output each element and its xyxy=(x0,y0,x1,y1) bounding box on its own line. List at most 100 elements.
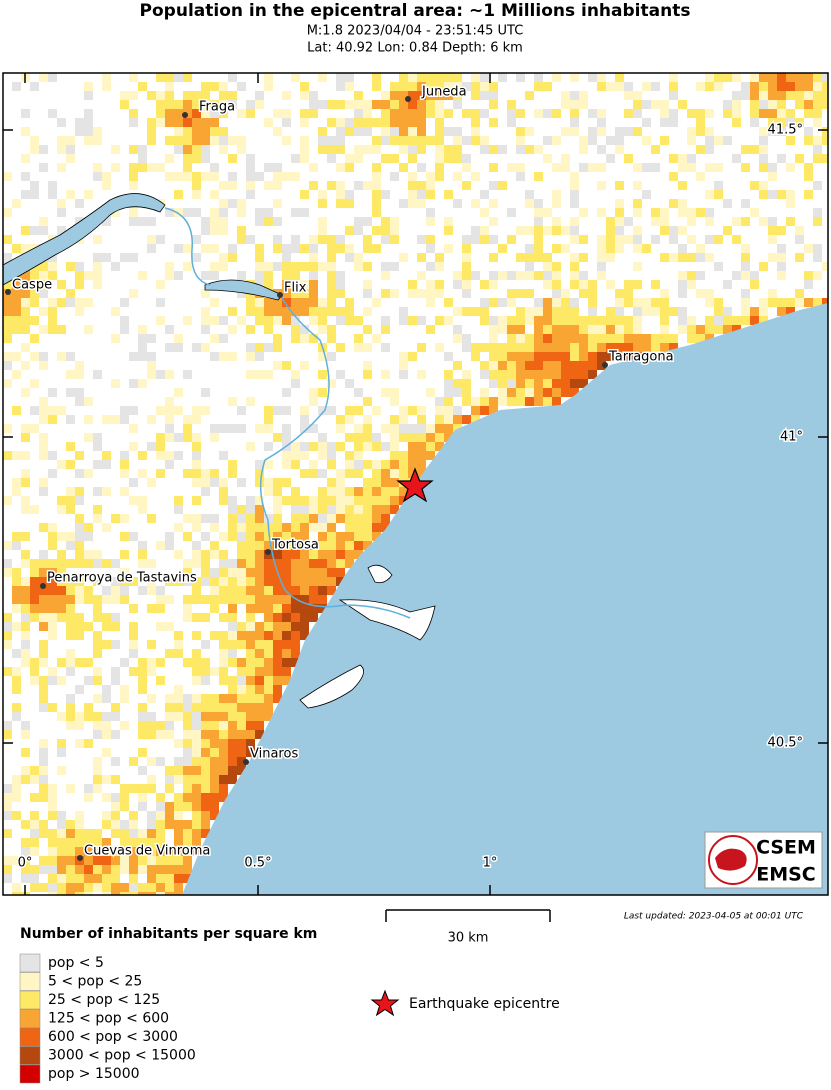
population-cell xyxy=(543,298,552,307)
population-cell xyxy=(273,127,282,136)
population-cell xyxy=(237,316,246,325)
population-cell xyxy=(705,298,714,307)
population-cell xyxy=(237,199,246,208)
population-cell xyxy=(471,127,480,136)
population-cell xyxy=(597,145,606,154)
population-cell xyxy=(588,316,597,325)
population-cell xyxy=(174,766,183,775)
population-cell xyxy=(39,262,48,271)
population-cell xyxy=(426,388,435,397)
population-cell xyxy=(426,136,435,145)
population-cell xyxy=(264,685,273,694)
population-cell xyxy=(318,550,327,559)
population-cell xyxy=(111,703,120,712)
population-cell xyxy=(21,721,30,730)
legend-title: Number of inhabitants per square km xyxy=(20,926,317,942)
population-cell xyxy=(3,559,12,568)
population-cell xyxy=(318,262,327,271)
lat-label: 41° xyxy=(780,430,803,445)
population-cell xyxy=(516,397,525,406)
population-cell xyxy=(183,118,192,127)
population-cell xyxy=(489,145,498,154)
population-cell xyxy=(534,199,543,208)
population-cell xyxy=(192,712,201,721)
population-cell xyxy=(300,244,309,253)
population-cell xyxy=(489,271,498,280)
population-cell xyxy=(57,505,66,514)
population-cell xyxy=(219,262,228,271)
population-cell xyxy=(381,478,390,487)
population-cell xyxy=(3,568,12,577)
population-cell xyxy=(12,883,21,892)
population-cell xyxy=(633,334,642,343)
population-cell xyxy=(84,595,93,604)
population-cell xyxy=(30,865,39,874)
population-cell xyxy=(273,604,282,613)
population-cell xyxy=(246,109,255,118)
population-cell xyxy=(12,487,21,496)
population-cell xyxy=(723,199,732,208)
population-cell xyxy=(183,865,192,874)
population-cell xyxy=(615,217,624,226)
population-cell xyxy=(273,505,282,514)
population-cell xyxy=(174,496,183,505)
population-cell xyxy=(246,172,255,181)
population-cell xyxy=(282,604,291,613)
population-cell xyxy=(237,289,246,298)
population-cell xyxy=(453,271,462,280)
population-cell xyxy=(66,298,75,307)
population-cell xyxy=(399,370,408,379)
population-cell xyxy=(210,604,219,613)
population-cell xyxy=(39,280,48,289)
population-cell xyxy=(363,415,372,424)
population-cell xyxy=(435,172,444,181)
population-cell xyxy=(300,280,309,289)
population-cell xyxy=(93,649,102,658)
population-cell xyxy=(21,595,30,604)
population-cell xyxy=(75,487,84,496)
population-cell xyxy=(813,109,822,118)
population-cell xyxy=(75,577,84,586)
population-cell xyxy=(525,199,534,208)
population-cell xyxy=(57,892,66,895)
population-cell xyxy=(399,415,408,424)
population-cell xyxy=(228,469,237,478)
population-cell xyxy=(777,109,786,118)
population-cell xyxy=(228,640,237,649)
population-cell xyxy=(183,244,192,253)
population-cell xyxy=(183,703,192,712)
population-cell xyxy=(426,217,435,226)
population-cell xyxy=(255,694,264,703)
population-cell xyxy=(237,739,246,748)
population-cell xyxy=(192,514,201,523)
population-cell xyxy=(48,73,57,82)
population-cell xyxy=(66,865,75,874)
population-cell xyxy=(120,316,129,325)
population-cell xyxy=(696,172,705,181)
population-cell xyxy=(138,667,147,676)
population-cell xyxy=(273,163,282,172)
population-cell xyxy=(291,334,300,343)
population-cell xyxy=(3,784,12,793)
population-cell xyxy=(156,622,165,631)
population-cell xyxy=(696,82,705,91)
population-cell xyxy=(309,109,318,118)
population-cell xyxy=(75,586,84,595)
population-cell xyxy=(219,181,228,190)
population-cell xyxy=(12,892,21,895)
population-cell xyxy=(246,667,255,676)
population-cell xyxy=(192,190,201,199)
population-cell xyxy=(570,361,579,370)
population-cell xyxy=(354,316,363,325)
population-cell xyxy=(183,748,192,757)
population-cell xyxy=(309,262,318,271)
population-cell xyxy=(246,604,255,613)
population-cell xyxy=(651,217,660,226)
population-cell xyxy=(516,361,525,370)
population-cell xyxy=(363,361,372,370)
population-cell xyxy=(795,118,804,127)
population-cell xyxy=(21,109,30,118)
population-cell xyxy=(741,307,750,316)
population-cell xyxy=(597,235,606,244)
population-cell xyxy=(624,289,633,298)
